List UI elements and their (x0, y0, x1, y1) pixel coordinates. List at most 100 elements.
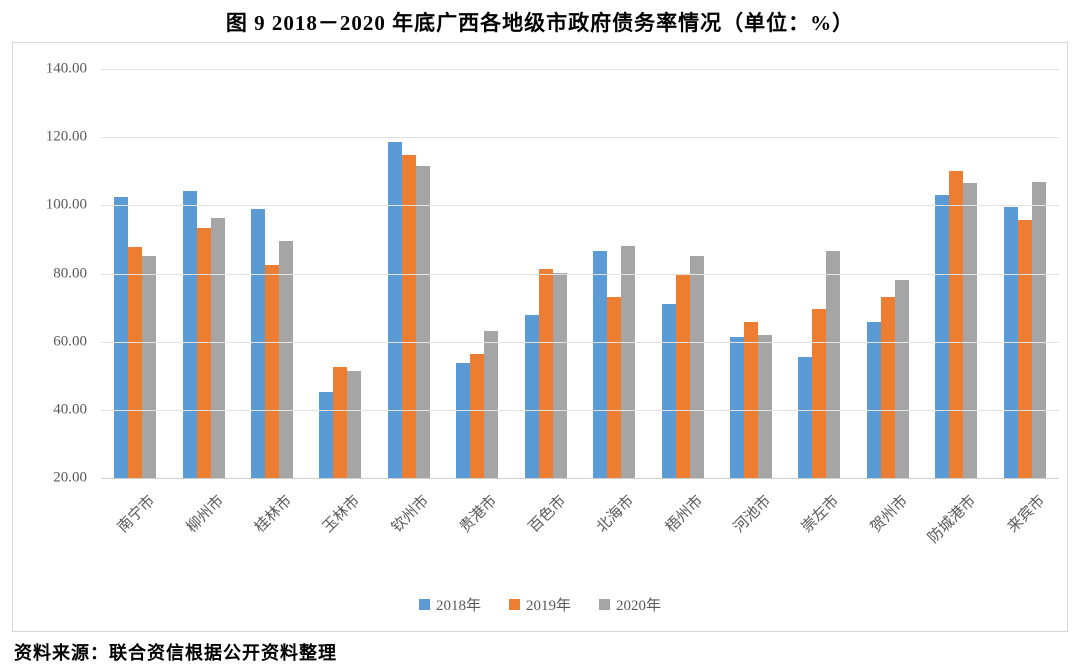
bar (593, 250, 608, 478)
gridline (101, 341, 1059, 343)
x-axis-label: 桂林市 (252, 492, 296, 536)
bar-group (854, 279, 922, 478)
y-tick-label: 80.00 (53, 265, 87, 281)
bar (333, 366, 348, 478)
x-axis-label-cell: 桂林市 (238, 480, 306, 585)
bar (114, 196, 129, 478)
chart-frame: 140.00 120.00 100.00 80.00 60.00 40.00 20.00 南… (12, 42, 1068, 632)
bar-group (443, 330, 511, 478)
bar-group (375, 142, 443, 478)
y-tick-label: 40.00 (53, 401, 87, 418)
bar (552, 272, 567, 478)
bar-group (717, 322, 785, 478)
bar (758, 335, 772, 478)
x-axis-label: 玉林市 (320, 492, 364, 536)
bar (142, 255, 157, 478)
gridline (101, 409, 1059, 411)
y-tick-label: 120.00 (45, 128, 87, 145)
bar-group (990, 181, 1058, 478)
x-axis-label-cell: 崇左市 (785, 480, 853, 585)
bar (210, 217, 225, 478)
x-axis-label-cell: 柳州市 (169, 480, 237, 585)
gridline (101, 478, 1059, 479)
bar (894, 279, 909, 478)
legend-label: 2020年 (616, 598, 662, 614)
bar (387, 142, 402, 478)
gridline (101, 205, 1059, 207)
x-axis-label: 梧州市 (662, 492, 706, 536)
bar (279, 241, 294, 478)
x-axis-label: 贵港市 (457, 492, 501, 536)
y-tick-label: 140.00 (45, 60, 87, 77)
legend-swatch (508, 599, 520, 610)
x-axis-label: 贺州市 (867, 492, 912, 536)
legend-item: 2018年 (418, 594, 481, 615)
x-axis-label-cell: 钦州市 (375, 480, 443, 585)
legend-swatch (599, 599, 610, 610)
gridline (101, 273, 1059, 275)
bar (251, 208, 266, 478)
bar (689, 255, 704, 478)
bar (415, 166, 430, 478)
x-axis-label: 北海市 (594, 492, 638, 536)
bar (484, 330, 499, 478)
bar (182, 190, 197, 478)
bar (1017, 219, 1032, 478)
bar (744, 322, 758, 478)
bar-group (785, 251, 853, 478)
bar (196, 227, 211, 478)
bar-group (238, 208, 306, 478)
bar-group (169, 190, 237, 478)
bar (456, 362, 471, 478)
bar-group (922, 170, 990, 478)
bar (1031, 181, 1046, 478)
x-axis-label: 河池市 (731, 492, 775, 536)
legend-item: 2019年 (508, 594, 571, 615)
y-tick-label: 100.00 (45, 196, 87, 213)
bar (812, 309, 827, 478)
gridline (101, 69, 1059, 70)
bar (128, 246, 143, 478)
bar (730, 336, 744, 478)
plot-area (101, 69, 1059, 479)
bar-group (648, 255, 716, 478)
bar (826, 251, 841, 478)
y-axis-labels: 140.00 120.00 100.00 80.00 60.00 40.00 20.00 (13, 61, 95, 486)
x-axis-label-cell: 梧州市 (648, 480, 716, 585)
x-axis-label: 百色市 (525, 492, 569, 536)
bar (880, 297, 895, 478)
x-axis-label-cell: 贺州市 (854, 480, 922, 585)
x-axis-label: 来宾市 (1004, 492, 1048, 536)
bar (963, 182, 978, 478)
bar (347, 371, 362, 478)
x-axis-label: 崇左市 (799, 492, 843, 536)
bar (866, 322, 881, 478)
bar (949, 170, 964, 478)
bar (798, 357, 813, 478)
chart-title: 图 9 2018－2020 年底广西各地级市政府债务率情况（单位：%） (225, 11, 855, 35)
x-axis-label: 钦州市 (388, 492, 433, 536)
gridline (101, 137, 1059, 139)
x-axis-label-cell: 玉林市 (306, 480, 374, 585)
y-tick-label: 20.00 (53, 469, 87, 486)
x-axis-label-cell: 防城港市 (922, 480, 990, 585)
x-axis-label-cell: 来宾市 (990, 480, 1058, 585)
bar (607, 297, 622, 478)
bar (319, 391, 334, 478)
bar (470, 354, 485, 478)
x-axis-label-cell: 贵港市 (443, 480, 511, 585)
x-axis-label-cell: 北海市 (580, 480, 648, 585)
legend: 2018年 2019年 2020年 (13, 594, 1067, 615)
bar-group (101, 196, 169, 478)
bar (538, 269, 553, 478)
legend-label: 2019年 (525, 598, 571, 614)
y-tick-label: 60.00 (53, 333, 87, 350)
x-axis-label-cell: 南宁市 (101, 480, 169, 585)
x-axis-label: 南宁市 (115, 492, 159, 536)
bar (265, 265, 280, 478)
bar (1003, 207, 1018, 478)
legend-item: 2020年 (599, 594, 661, 615)
x-axis-label: 柳州市 (183, 492, 227, 536)
bar-group (512, 269, 580, 478)
